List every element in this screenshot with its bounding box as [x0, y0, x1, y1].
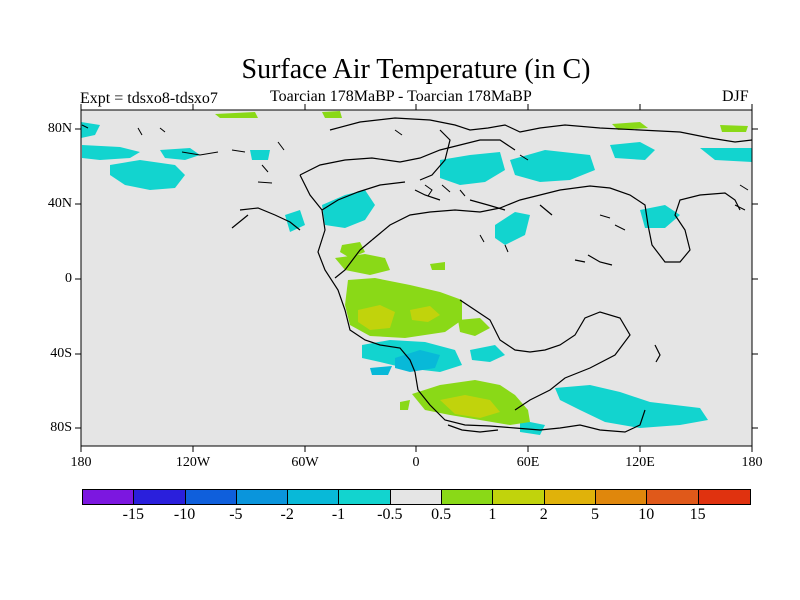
latitude-ticks [75, 128, 758, 429]
colorbar-label: 1 [488, 506, 497, 523]
colorbar-segment [493, 490, 545, 504]
colorbar [82, 489, 751, 505]
colorbar-segment [544, 490, 596, 504]
stronger-warm-anomaly-regions [358, 305, 500, 418]
coastlines [231, 117, 753, 433]
map-title: Surface Air Temperature (in C) [241, 54, 591, 85]
lat-label-80n: 80N [47, 121, 72, 136]
lat-label-40s: 40S [50, 346, 72, 361]
lon-label-120w: 120W [175, 455, 211, 470]
colorbar-label: -0.5 [377, 506, 403, 523]
colorbar-segment [83, 490, 135, 504]
colorbar-label: 0.5 [431, 506, 452, 523]
lon-label-0: 0 [412, 455, 420, 470]
map-background [81, 110, 752, 446]
colorbar-segment [442, 490, 494, 504]
lon-label-180-right: 180 [741, 455, 763, 470]
colorbar-label: -1 [331, 506, 346, 523]
lon-label-60w: 60W [291, 455, 319, 470]
small-islands [81, 124, 749, 253]
colorbar-label: -10 [173, 506, 196, 523]
colorbar-segment [134, 490, 186, 504]
lat-label-0: 0 [65, 271, 72, 286]
colorbar-segment [698, 490, 750, 504]
lon-label-60e: 60E [516, 455, 540, 470]
colorbar-label: 5 [591, 506, 599, 523]
colorbar-segment [236, 490, 289, 504]
colorbar-label: -15 [122, 506, 144, 523]
colorbar-segment [339, 490, 391, 504]
colorbar-label: 2 [539, 506, 548, 523]
longitude-ticks [80, 104, 753, 452]
cool-anomaly-regions [81, 122, 752, 435]
lon-label-120e: 120E [625, 455, 655, 470]
period-label: Toarcian 178MaBP - Toarcian 178MaBP [270, 88, 532, 105]
colorbar-label: 15 [689, 506, 706, 523]
lat-label-40n: 40N [47, 196, 72, 211]
colorbar-segment [647, 490, 699, 504]
colorbar-segment [185, 490, 237, 504]
colorbar-segment [390, 490, 443, 504]
colorbar-label: -2 [280, 506, 294, 523]
lat-label-80s: 80S [50, 420, 72, 435]
experiment-label: Expt = tdsxo8-tdsxo7 [80, 90, 218, 107]
colorbar-label: -5 [229, 506, 243, 523]
colorbar-label: 10 [638, 506, 655, 523]
colorbar-segment [288, 490, 340, 504]
colorbar-segment [595, 490, 648, 504]
season-label: DJF [722, 88, 749, 105]
lon-label-180-left: 180 [70, 455, 92, 470]
